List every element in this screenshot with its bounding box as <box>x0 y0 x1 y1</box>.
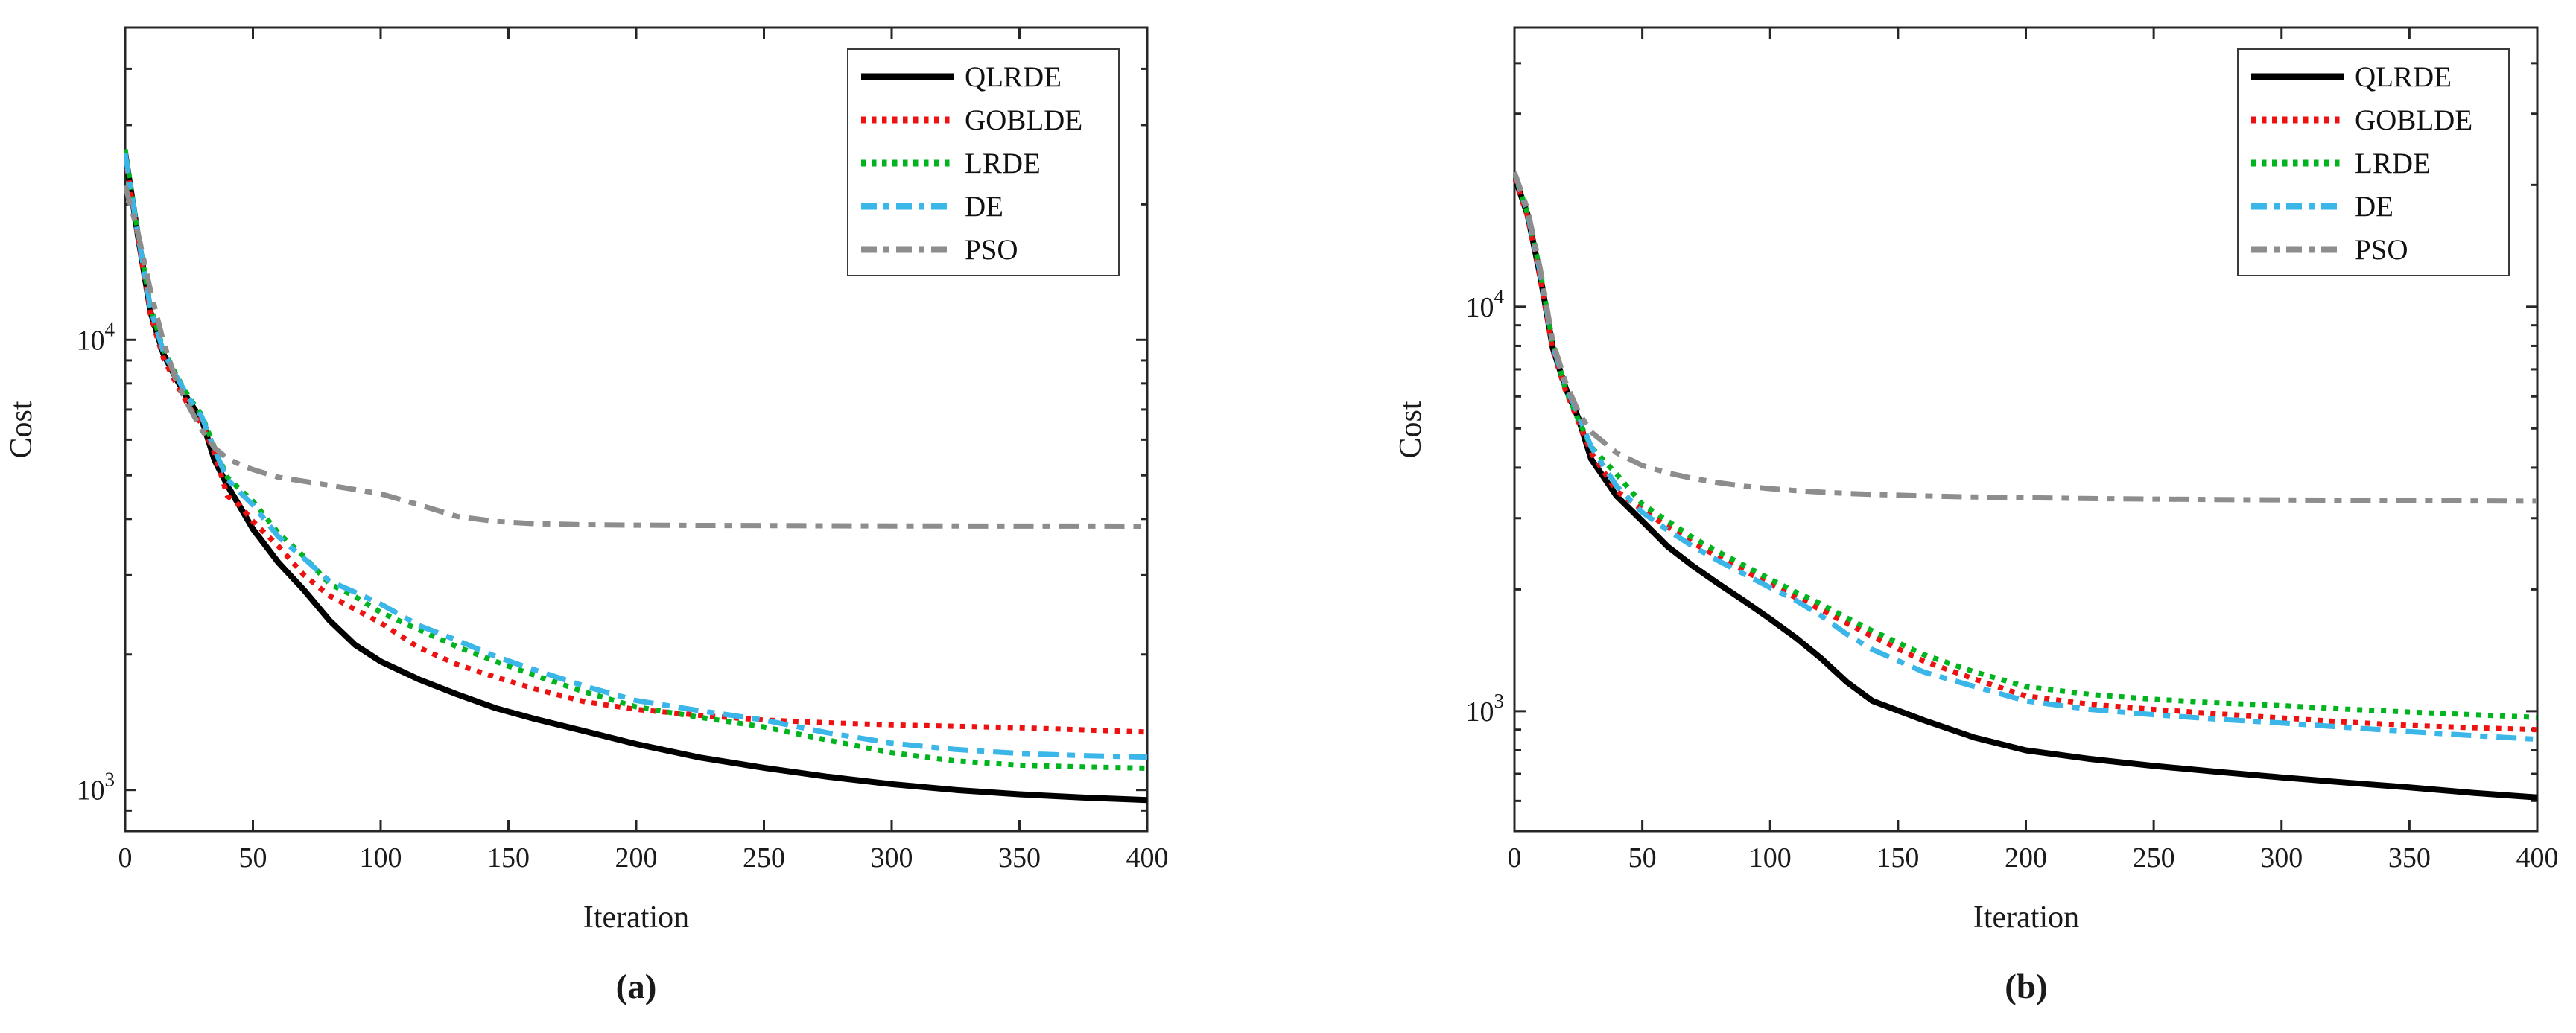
x-tick-label: 150 <box>487 842 530 874</box>
legend-a: QLRDE GOBLDE LRDE DE PSO <box>847 48 1120 276</box>
x-tick-label: 0 <box>1508 842 1522 874</box>
x-tick-label: 100 <box>360 842 402 874</box>
x-tick-label: 400 <box>2516 842 2559 874</box>
series-lrde-b <box>1513 173 2538 720</box>
series-de-a <box>124 152 1148 760</box>
legend-line-sample-de <box>861 203 954 210</box>
x-tick-label: 50 <box>1628 842 1657 874</box>
x-tick-label: 0 <box>118 842 133 874</box>
x-tick-label: 250 <box>2133 842 2175 874</box>
legend-item-lrde: LRDE <box>860 142 1118 185</box>
legend-line-sample-qlrde <box>2251 73 2344 80</box>
legend-item-pso: PSO <box>860 228 1118 271</box>
legend-line-sample-de <box>2251 203 2344 210</box>
legend-line-sample-lrde <box>861 159 954 167</box>
legend-item-goblde: GOBLDE <box>2250 98 2508 142</box>
y-tick-label: 104 <box>77 318 115 356</box>
legend-label-lrde: LRDE <box>965 147 1041 179</box>
series-pso-a <box>124 185 1148 529</box>
legend-item-pso: PSO <box>2250 228 2508 271</box>
legend-item-lrde: LRDE <box>2250 142 2508 185</box>
legend-line-sample-goblde <box>861 116 954 124</box>
chart-panel-b: 0 50 100 150 200 250 300 350 400 103 104 <box>1466 26 2559 874</box>
x-tick-label: 300 <box>871 842 913 874</box>
x-axis-label-b: Iteration <box>1973 900 2079 935</box>
legend-label-lrde: LRDE <box>2355 147 2431 179</box>
x-tick-label: 400 <box>1126 842 1169 874</box>
y-tick-label: 103 <box>77 769 115 807</box>
x-tick-label: 350 <box>2388 842 2431 874</box>
x-tick-label: 100 <box>1749 842 1792 874</box>
chart-panel-a: 0 50 100 150 200 250 300 350 400 103 104 <box>77 26 1169 874</box>
legend-label-qlrde: QLRDE <box>965 60 1062 93</box>
legend-line-sample-qlrde <box>861 73 954 80</box>
caption-a: (a) <box>616 967 657 1006</box>
series-pso-b <box>1513 171 2538 504</box>
legend-item-de: DE <box>860 185 1118 228</box>
series-lrde-a <box>124 148 1148 771</box>
legend-label-pso: PSO <box>965 233 1018 266</box>
y-tick-label: 103 <box>1466 690 1505 728</box>
legend-item-qlrde: QLRDE <box>2250 55 2508 98</box>
legend-line-sample-pso <box>2251 246 2344 253</box>
legend-line-sample-goblde <box>2251 116 2344 124</box>
y-axis-label-a: Cost <box>4 401 39 458</box>
legend-line-sample-lrde <box>2251 159 2344 167</box>
legend-label-de: DE <box>965 190 1003 223</box>
x-tick-label: 300 <box>2260 842 2303 874</box>
legend-b: QLRDE GOBLDE LRDE DE PSO <box>2237 48 2510 276</box>
legend-item-goblde: GOBLDE <box>860 98 1118 142</box>
x-tick-label: 150 <box>1877 842 1919 874</box>
legend-label-qlrde: QLRDE <box>2355 60 2452 93</box>
legend-label-goblde: GOBLDE <box>2355 104 2473 136</box>
legend-label-goblde: GOBLDE <box>965 104 1083 136</box>
legend-label-pso: PSO <box>2355 233 2408 266</box>
x-tick-label: 200 <box>2005 842 2047 874</box>
x-axis-label-a: Iteration <box>583 900 689 935</box>
y-axis-label-b: Cost <box>1394 401 1428 458</box>
y-tick-label: 104 <box>1466 285 1505 323</box>
caption-b: (b) <box>2005 967 2047 1006</box>
x-tick-label: 350 <box>998 842 1041 874</box>
x-tick-label: 50 <box>239 842 267 874</box>
legend-label-de: DE <box>2355 190 2393 223</box>
legend-item-de: DE <box>2250 185 2508 228</box>
legend-item-qlrde: QLRDE <box>860 55 1118 98</box>
x-tick-label: 250 <box>743 842 785 874</box>
x-tick-label: 200 <box>615 842 658 874</box>
legend-line-sample-pso <box>861 246 954 253</box>
chart-panels: 0 50 100 150 200 250 300 350 400 103 104 0 50 100 150 2… <box>77 26 2559 874</box>
